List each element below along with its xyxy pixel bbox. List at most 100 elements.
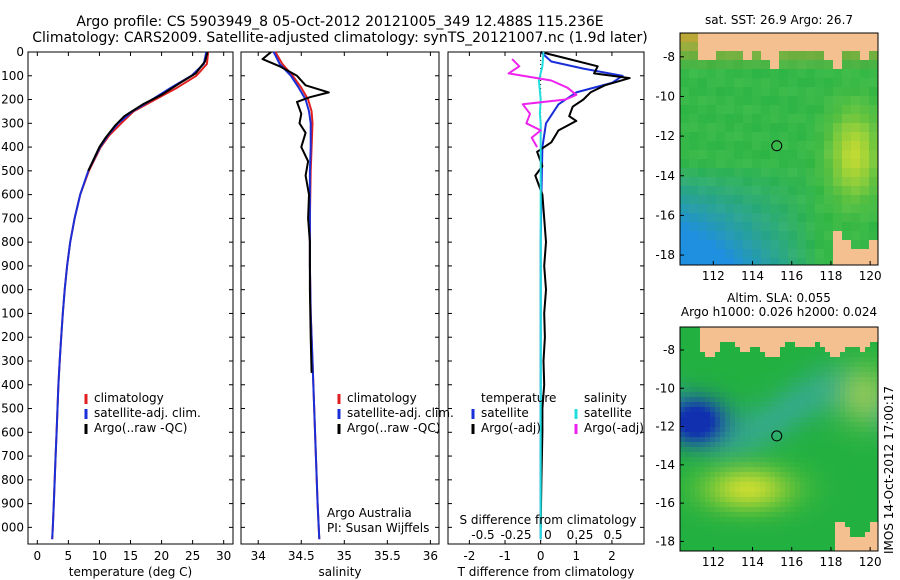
sst-map-cell (860, 168, 870, 178)
sla-map-cell (855, 547, 861, 552)
sla-map-cell (685, 407, 691, 413)
sla-map-cell (865, 347, 871, 353)
sla-map-cell (820, 357, 826, 363)
sla-map-cell (835, 337, 841, 343)
sla-map-cell (835, 402, 841, 408)
sst-map-cell (842, 141, 852, 151)
depth-tick-label: 1900 (0, 497, 24, 511)
depth-tick-label: 1800 (0, 473, 24, 487)
sla-map-cell (865, 462, 871, 468)
sla-map-cell (760, 397, 766, 403)
sla-map-cell (690, 367, 696, 373)
sla-map-cell (755, 342, 761, 348)
sla-map-cell (845, 442, 851, 448)
sla-map-cell (775, 507, 781, 513)
sst-map-cell (743, 51, 753, 61)
sst-map-cell (860, 150, 870, 160)
sla-map-cell (740, 487, 746, 493)
sla-map-cell (755, 437, 761, 443)
sla-map-cell (775, 427, 781, 433)
sla-map-cell (765, 417, 771, 423)
sla-map-cell (815, 422, 821, 428)
sla-map-cell (765, 472, 771, 478)
sla-map-cell (855, 417, 861, 423)
sla-map-cell (805, 362, 811, 368)
sla-map-cell (725, 502, 731, 508)
sla-map-cell (685, 367, 691, 373)
sla-map-cell (770, 477, 776, 483)
sst-map-cell (869, 60, 879, 70)
sla-map-cell (785, 407, 791, 413)
sla-map-cell (755, 367, 761, 373)
sla-map-cell (855, 387, 861, 393)
depth-tick-label: 300 (1, 116, 24, 130)
depth-tick-label: 200 (1, 93, 24, 107)
sst-map-cell (788, 105, 798, 115)
sla-map-cell (825, 437, 831, 443)
sla-map-cell (725, 397, 731, 403)
sst-map-cell (851, 249, 861, 259)
sla-map-cell (785, 362, 791, 368)
sla-map-cell (785, 522, 791, 528)
depth-tick-label: 1400 (0, 378, 24, 392)
sla-map-cell (715, 512, 721, 518)
sla-map-cell (790, 512, 796, 518)
sla-map-cell (740, 397, 746, 403)
sla-map-cell (725, 517, 731, 523)
sla-map-cell (745, 412, 751, 418)
sla-map-cell (750, 392, 756, 398)
sst-map-cell (698, 132, 708, 142)
sla-map-cell (850, 352, 856, 358)
sla-map-cell (730, 402, 736, 408)
sla-map-cell (745, 397, 751, 403)
sla-map-cell (695, 442, 701, 448)
sla-map-cell (745, 342, 751, 348)
sst-map-cell (725, 132, 735, 142)
sst-map-cell (689, 186, 699, 196)
sla-map-cell (850, 487, 856, 493)
sla-map-cell (710, 547, 716, 552)
sla-map-cell (715, 477, 721, 483)
sla-map-cell (695, 467, 701, 473)
sla-map-cell (720, 412, 726, 418)
sla-map-cell (800, 442, 806, 448)
sla-map-cell (770, 412, 776, 418)
sst-map-cell (680, 204, 690, 214)
sla-map-cell (770, 352, 776, 358)
sla-map-cell (860, 477, 866, 483)
sla-map-cell (835, 392, 841, 398)
difference-profile-series-temperature-satellite (539, 51, 624, 540)
sla-map-cell (765, 447, 771, 453)
sst-map-cell (860, 42, 870, 52)
sla-map-cell (820, 522, 826, 528)
difference-profile-x-tick-label: -1 (499, 549, 511, 563)
sst-map-cell (824, 222, 834, 232)
sla-map-cell (710, 357, 716, 363)
sst-map-cell (707, 132, 717, 142)
sla-map-cell (815, 477, 821, 483)
sla-map-cell (705, 387, 711, 393)
sla-map-cell (780, 412, 786, 418)
sst-map-cell (851, 159, 861, 169)
sst-map-cell (851, 114, 861, 124)
sla-map-cell (750, 447, 756, 453)
sla-map-cell (820, 462, 826, 468)
sla-map-cell (830, 432, 836, 438)
sla-map-cell (875, 457, 879, 463)
sla-map-cell (690, 337, 696, 343)
salinity-profile-x-tick-label: 34.5 (288, 549, 315, 563)
sla-map-cell (820, 332, 826, 338)
sla-map-cell (800, 497, 806, 503)
sla-map-cell (825, 497, 831, 503)
sla-map-cell (815, 522, 821, 528)
sla-map-cell (770, 427, 776, 433)
sst-map-cell (806, 105, 816, 115)
sla-map-cell (695, 422, 701, 428)
sst-map-cell (716, 96, 726, 106)
sla-map-cell (815, 427, 821, 433)
sla-map-cell (810, 407, 816, 413)
sla-map-cell (730, 507, 736, 513)
sla-map-cell (775, 377, 781, 383)
difference-legend-label: Argo(-adj) (481, 421, 541, 435)
